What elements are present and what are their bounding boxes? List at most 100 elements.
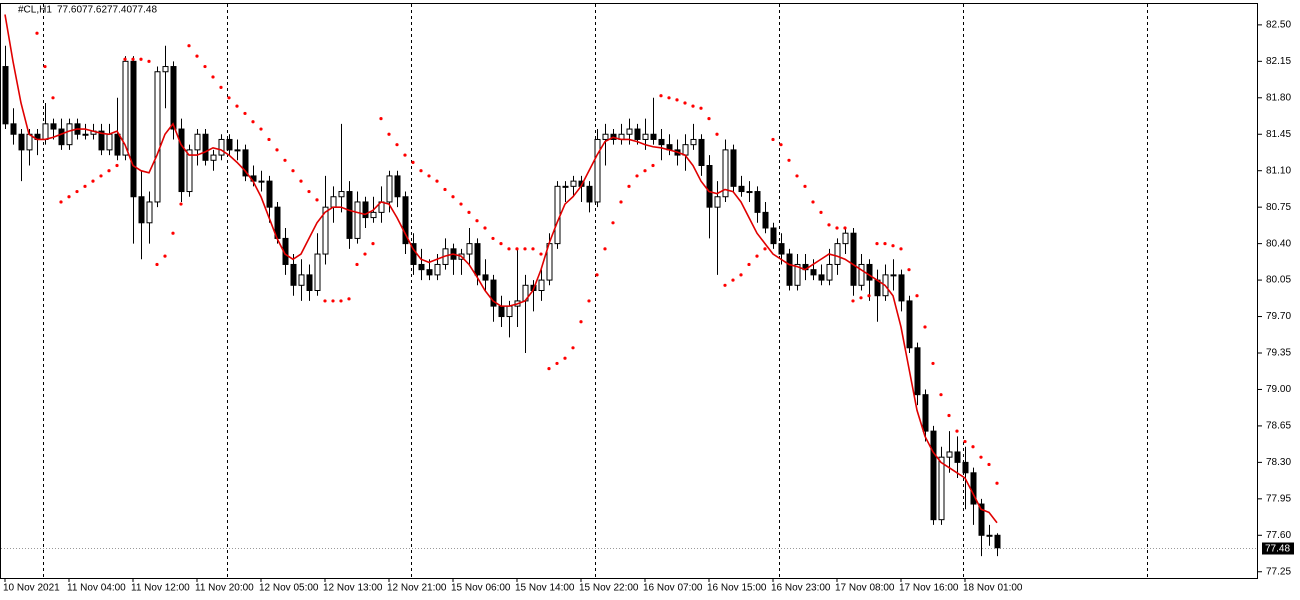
sar-dot (163, 254, 167, 258)
candle-body (714, 196, 721, 208)
candle-body (730, 149, 737, 187)
sar-dot (235, 104, 239, 108)
candle-body (474, 243, 481, 276)
candle-body (738, 185, 745, 193)
sar-dot (843, 226, 847, 230)
x-tick-label: 16 Nov 15:00 (707, 583, 767, 594)
sar-dot (443, 187, 447, 192)
candle-body (114, 133, 121, 156)
y-tick-label: 79.70 (1266, 311, 1291, 322)
sar-dot (363, 252, 367, 256)
sar-dot (75, 189, 79, 194)
x-tick-label: 15 Nov 06:00 (451, 583, 511, 594)
candle-body (938, 456, 945, 521)
sar-dot (651, 163, 655, 168)
candle-body (842, 232, 849, 245)
sar-dot (115, 163, 119, 168)
candle-body (242, 149, 249, 177)
candle-body (370, 211, 377, 219)
sar-dot (259, 127, 263, 131)
candle-body (122, 60, 129, 156)
x-tick-label: 16 Nov 23:00 (771, 583, 831, 594)
candle-body (490, 279, 497, 307)
candle-body (314, 253, 321, 292)
sar-dot (155, 262, 159, 267)
sar-dot (667, 96, 671, 100)
parabolic-sar (35, 31, 999, 485)
sar-dot (451, 195, 455, 199)
sar-dot (355, 262, 359, 267)
candle-body (338, 191, 345, 198)
sar-dot (43, 64, 47, 69)
candle-body (554, 185, 561, 245)
sar-dot (747, 262, 751, 267)
sar-dot (347, 297, 351, 301)
sar-dot (763, 247, 767, 251)
sar-dot (387, 132, 391, 136)
candle-body (538, 279, 545, 292)
y-tick-label: 77.25 (1266, 566, 1291, 577)
x-tick-label: 11 Nov 12:00 (131, 583, 190, 594)
candle-body (826, 263, 833, 281)
candle-body (290, 263, 297, 286)
sar-dot (187, 44, 191, 48)
x-tick-label: 17 Nov 16:00 (899, 583, 959, 594)
candle-body (58, 128, 65, 146)
candle-body (482, 274, 489, 281)
candle-body (858, 263, 865, 286)
sar-dot (987, 462, 991, 467)
sar-dot (827, 223, 831, 227)
sar-dot (915, 294, 919, 298)
sar-dot (963, 439, 967, 444)
candle-body (266, 180, 273, 208)
candle-body (434, 263, 441, 276)
moving-average (4, 14, 998, 524)
x-tick-label: 12 Nov 13:00 (323, 583, 383, 594)
sar-dot (467, 210, 471, 214)
candle-body (306, 274, 313, 291)
sar-dot (883, 242, 887, 246)
candle-body (762, 211, 769, 229)
candle-body (226, 138, 233, 151)
candle-body (962, 461, 969, 474)
sar-dot (307, 189, 311, 194)
sar-dot (595, 273, 599, 277)
sar-dot (411, 160, 415, 164)
sar-dot (459, 202, 463, 206)
sar-dot (579, 320, 583, 324)
candle-body (722, 149, 729, 198)
candle-body (330, 196, 337, 208)
candle-body (394, 175, 401, 198)
candle-body (498, 305, 505, 318)
info-close: 77.48 (132, 5, 157, 16)
candle-body (386, 175, 393, 203)
candle-body (234, 149, 241, 152)
info-high: 77.62 (82, 5, 107, 16)
x-tick-label: 12 Nov 05:00 (259, 583, 319, 594)
sar-dot (635, 174, 639, 178)
y-tick-label: 82.15 (1266, 56, 1291, 67)
sar-dot (731, 278, 735, 282)
candle-body (914, 347, 921, 396)
sar-dot (67, 195, 71, 199)
sar-dot (275, 148, 279, 152)
y-tick-label: 82.50 (1266, 20, 1291, 31)
sar-dot (283, 158, 287, 162)
sar-dot (555, 361, 559, 366)
candle-body (682, 144, 689, 156)
x-tick-label: 11 Nov 20:00 (195, 583, 254, 594)
sar-dot (483, 226, 487, 230)
y-tick-label: 79.00 (1266, 384, 1291, 395)
candle-body (170, 66, 177, 130)
x-tick-label: 12 Nov 21:00 (387, 583, 447, 594)
sar-dot (251, 120, 255, 124)
candle-body (650, 133, 657, 140)
candle-body (746, 191, 753, 194)
sar-dot (139, 57, 143, 61)
y-tick-label: 80.40 (1266, 238, 1291, 249)
y-tick-label: 77.95 (1266, 493, 1291, 504)
candle-body (626, 128, 633, 135)
candle-body (954, 451, 961, 463)
sar-dot (939, 393, 943, 397)
